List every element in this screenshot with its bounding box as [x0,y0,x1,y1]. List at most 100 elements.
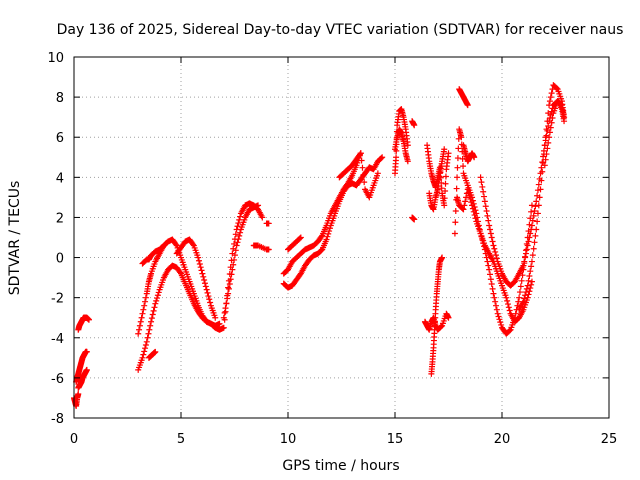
data-point [495,313,502,320]
data-point [200,273,207,280]
data-point [538,164,545,171]
series-arc-20 [409,214,418,223]
data-point [520,262,527,269]
data-point [487,276,494,283]
data-point [236,232,243,239]
data-point [265,246,272,253]
data-point [524,282,531,289]
data-point [235,220,242,227]
series-arc-32 [541,98,568,169]
data-point [145,330,152,337]
series-arc-16 [336,150,364,181]
series-arc-29 [477,174,527,289]
data-point [259,214,266,221]
data-point [520,298,527,305]
data-point [534,210,541,217]
data-point [504,297,511,304]
data-point [142,345,149,352]
data-point [255,202,262,209]
data-point [462,198,469,205]
data-point [325,230,332,237]
data-point [539,159,546,166]
data-point [204,289,211,296]
series-arc-15 [285,234,304,253]
data-point [484,212,491,219]
data-point [485,217,492,224]
series-arc-8 [145,348,159,361]
data-point [231,256,238,263]
data-point [225,285,232,292]
data-point [75,390,82,397]
data-point [232,231,239,238]
data-point [205,293,212,300]
data-point [525,277,532,284]
data-point [531,239,538,246]
data-point [527,230,534,237]
data-point [529,217,536,224]
data-point [196,260,203,267]
series-arc-21 [421,310,452,333]
x-axis-label: GPS time / hours [282,458,399,474]
data-point [541,142,548,149]
series-arc-19 [409,118,418,129]
data-point [460,163,467,170]
data-point [515,298,522,305]
data-point [481,193,488,200]
data-point [195,254,202,261]
data-point [206,296,213,303]
data-point [454,164,461,171]
data-point [548,90,555,97]
series-arc-22 [428,254,446,377]
data-point [459,155,466,162]
data-point [494,310,501,317]
data-point [466,192,473,199]
data-point [524,242,531,249]
data-point [231,252,238,259]
data-point [225,290,232,297]
data-point [546,98,553,105]
data-point [530,245,537,252]
data-point [361,179,368,186]
data-point [201,277,208,284]
data-point [296,235,303,242]
series-arc-27 [456,86,471,109]
data-point [454,174,461,181]
data-point [144,334,151,341]
data-point [522,250,529,257]
data-point [493,306,500,313]
data-point [478,179,485,186]
data-point [522,292,529,299]
data-point [237,213,244,220]
data-point [221,309,228,316]
data-point [528,208,535,215]
data-point [198,267,205,274]
data-point [195,257,202,264]
data-point [506,327,513,334]
data-point [521,258,528,265]
data-point [464,102,471,109]
series-arc-24 [426,146,448,213]
data-point [141,348,148,355]
data-point [469,205,476,212]
data-point [536,175,543,182]
data-point [544,145,551,152]
data-point [522,254,529,261]
data-point [138,314,145,321]
series-arc-14 [280,150,381,277]
data-point [483,208,490,215]
tick-marks [73,56,610,419]
data-point [516,294,523,301]
data-point [488,234,495,241]
series-arc-12 [263,220,272,227]
data-point [439,254,446,261]
data-point [136,326,143,333]
data-point [525,238,532,245]
data-point [148,315,155,322]
data-point [378,155,385,162]
data-point [357,150,364,157]
data-point [493,302,500,309]
data-point [532,203,539,210]
data-point [152,348,159,355]
data-point [220,314,227,321]
